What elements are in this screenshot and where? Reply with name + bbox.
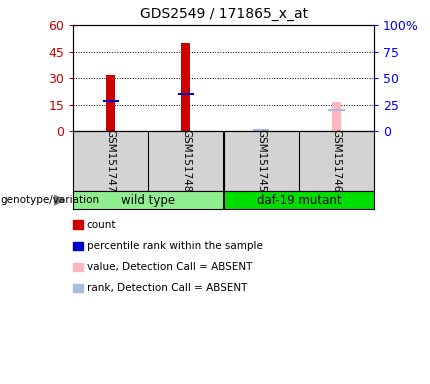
Text: value, Detection Call = ABSENT: value, Detection Call = ABSENT [87,262,252,272]
Text: count: count [87,220,117,230]
Bar [181,43,190,131]
Text: wild type: wild type [121,194,175,207]
Text: genotype/variation: genotype/variation [0,195,99,205]
Bar [103,100,119,103]
Bar [73,191,224,209]
Bar [329,109,344,111]
Bar [253,129,269,132]
Text: daf-19 mutant: daf-19 mutant [257,194,341,207]
Text: percentile rank within the sample: percentile rank within the sample [87,241,263,251]
Text: GSM151747: GSM151747 [106,129,116,193]
Bar [332,102,341,131]
Bar [106,74,115,131]
Text: GSM151746: GSM151746 [332,129,341,193]
Text: GSM151748: GSM151748 [181,129,191,193]
Bar [224,191,374,209]
Text: rank, Detection Call = ABSENT: rank, Detection Call = ABSENT [87,283,247,293]
Title: GDS2549 / 171865_x_at: GDS2549 / 171865_x_at [140,7,307,21]
Bar [178,93,194,95]
Text: GSM151745: GSM151745 [256,129,266,193]
